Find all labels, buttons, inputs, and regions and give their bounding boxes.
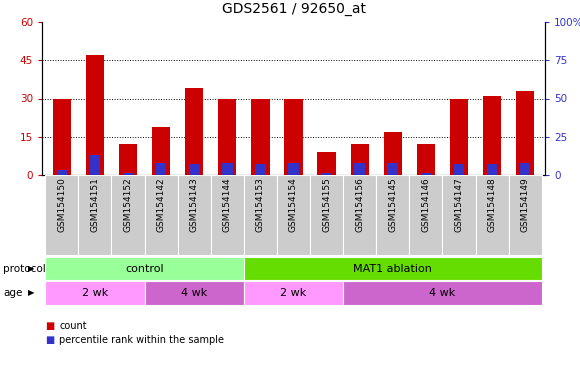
Bar: [520, 163, 531, 175]
Bar: [211, 175, 244, 255]
Bar: [450, 99, 468, 175]
Text: GSM154143: GSM154143: [190, 177, 199, 232]
Bar: [144, 281, 244, 305]
Bar: [409, 175, 443, 255]
Bar: [111, 175, 144, 255]
Bar: [156, 163, 166, 175]
Bar: [144, 175, 177, 255]
Bar: [321, 174, 332, 175]
Text: GSM154150: GSM154150: [57, 177, 66, 232]
Text: 2 wk: 2 wk: [82, 288, 108, 298]
Bar: [384, 132, 402, 175]
Bar: [417, 144, 435, 175]
Bar: [255, 164, 266, 175]
Bar: [152, 127, 171, 175]
Bar: [78, 175, 111, 255]
Text: 4 wk: 4 wk: [429, 288, 455, 298]
Bar: [277, 175, 310, 255]
Text: GSM154142: GSM154142: [157, 177, 166, 232]
Text: percentile rank within the sample: percentile rank within the sample: [59, 334, 224, 344]
Bar: [343, 281, 542, 305]
Bar: [387, 163, 398, 175]
Text: GSM154156: GSM154156: [355, 177, 364, 232]
Text: GSM154155: GSM154155: [322, 177, 331, 232]
Bar: [284, 99, 303, 175]
Bar: [310, 175, 343, 255]
Bar: [222, 163, 233, 175]
Bar: [350, 144, 369, 175]
Bar: [177, 175, 211, 255]
Bar: [86, 55, 104, 175]
Bar: [476, 175, 509, 255]
Text: age: age: [3, 288, 22, 298]
Text: GSM154151: GSM154151: [90, 177, 99, 232]
Bar: [420, 174, 431, 175]
Text: GDS2561 / 92650_at: GDS2561 / 92650_at: [222, 2, 365, 16]
Bar: [483, 96, 501, 175]
Bar: [509, 175, 542, 255]
Bar: [45, 257, 244, 280]
Bar: [251, 99, 270, 175]
Bar: [487, 164, 497, 175]
Text: ▶: ▶: [28, 288, 35, 298]
Bar: [516, 91, 534, 175]
Bar: [185, 88, 204, 175]
Text: GSM154148: GSM154148: [488, 177, 496, 232]
Text: ▶: ▶: [28, 264, 35, 273]
Bar: [189, 164, 200, 175]
Text: MAT1 ablation: MAT1 ablation: [353, 263, 432, 273]
Text: GSM154146: GSM154146: [421, 177, 430, 232]
Bar: [90, 155, 100, 175]
Bar: [53, 99, 71, 175]
Bar: [45, 175, 78, 255]
Text: GSM154147: GSM154147: [455, 177, 463, 232]
Bar: [244, 281, 343, 305]
Bar: [317, 152, 336, 175]
Text: control: control: [125, 263, 164, 273]
Text: GSM154149: GSM154149: [521, 177, 530, 232]
Text: protocol: protocol: [3, 263, 46, 273]
Text: ■: ■: [45, 334, 54, 344]
Bar: [123, 174, 133, 175]
Bar: [218, 99, 237, 175]
Bar: [57, 170, 67, 175]
Text: 2 wk: 2 wk: [280, 288, 307, 298]
Text: ■: ■: [45, 321, 54, 331]
Text: count: count: [59, 321, 87, 331]
Bar: [244, 175, 277, 255]
Bar: [45, 281, 144, 305]
Bar: [454, 164, 464, 175]
Text: 4 wk: 4 wk: [181, 288, 207, 298]
Text: GSM154154: GSM154154: [289, 177, 298, 232]
Bar: [244, 257, 542, 280]
Bar: [376, 175, 409, 255]
Bar: [443, 175, 476, 255]
Bar: [343, 175, 376, 255]
Bar: [119, 144, 137, 175]
Bar: [354, 163, 365, 175]
Bar: [288, 163, 299, 175]
Text: GSM154152: GSM154152: [124, 177, 133, 232]
Text: GSM154153: GSM154153: [256, 177, 265, 232]
Text: GSM154145: GSM154145: [388, 177, 397, 232]
Text: GSM154144: GSM154144: [223, 177, 232, 232]
